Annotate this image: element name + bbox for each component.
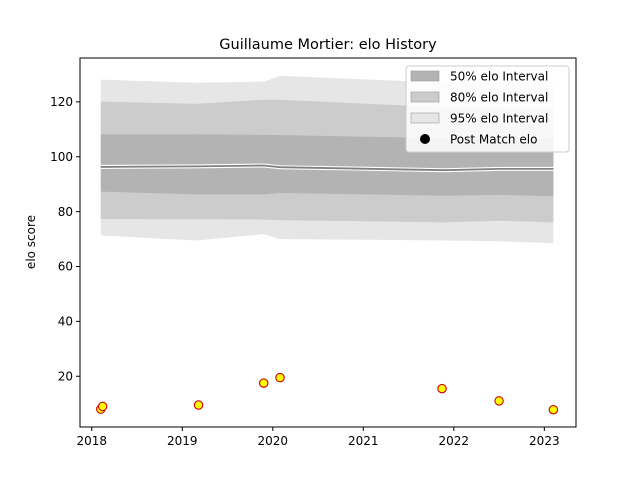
- legend-label: 50% elo Interval: [450, 69, 548, 83]
- data-point: [258, 378, 269, 388]
- y-tick-label: 60: [58, 260, 73, 274]
- data-point: [97, 401, 108, 412]
- data-point: [548, 404, 559, 415]
- legend-label: Post Match elo: [450, 132, 537, 146]
- x-tick-label: 2023: [529, 434, 560, 448]
- mean-elo-line: [100, 163, 554, 173]
- y-axis: 20 40 60 80 100 120: [50, 95, 80, 383]
- legend: 50% elo Interval 80% elo Interval 95% elo …: [405, 65, 570, 153]
- y-tick-label: 100: [50, 150, 73, 164]
- y-tick-label: 80: [58, 205, 73, 219]
- y-tick-label: 40: [58, 315, 73, 329]
- x-tick-label: 2022: [439, 434, 470, 448]
- data-point: [275, 372, 285, 383]
- legend-swatch: [410, 112, 440, 124]
- x-axis: 2018 2019 2020 2021 2022 2023: [76, 427, 560, 448]
- legend-label: 80% elo Interval: [450, 90, 548, 104]
- plot-frame: [79, 57, 577, 428]
- data-point: [437, 383, 447, 394]
- x-tick-label: 2020: [258, 434, 289, 448]
- legend-swatch: [410, 70, 440, 82]
- y-tick-label: 20: [58, 369, 73, 383]
- legend-marker: [420, 134, 430, 144]
- x-tick-label: 2018: [76, 434, 107, 448]
- chart-title: Guillaume Mortier: elo History: [219, 37, 437, 53]
- y-tick-label: 120: [50, 95, 73, 109]
- legend-box: [405, 65, 570, 153]
- x-tick-label: 2019: [167, 434, 198, 448]
- mean-line: [100, 164, 554, 172]
- legend-swatch: [410, 91, 440, 103]
- x-tick-label: 2021: [348, 434, 379, 448]
- post-match-points: [96, 372, 559, 415]
- data-point: [193, 400, 204, 410]
- y-axis-label: elo score: [24, 215, 38, 269]
- legend-label: 95% elo Interval: [450, 111, 548, 125]
- data-point: [494, 396, 504, 406]
